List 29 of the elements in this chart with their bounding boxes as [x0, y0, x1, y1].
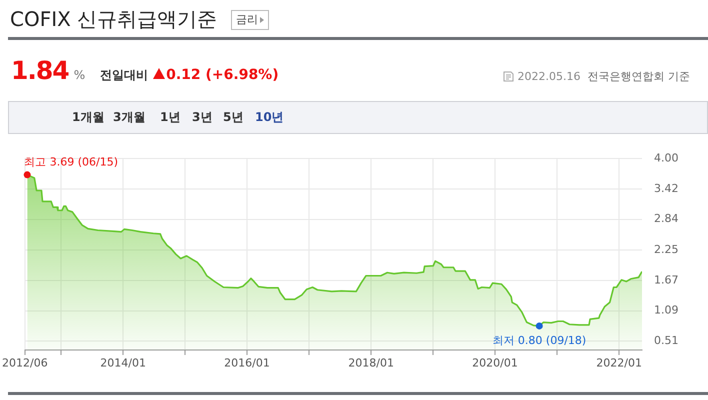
y-tick-label: 0.51	[654, 334, 678, 347]
x-tick-label: 2012/06	[2, 356, 48, 370]
annotation: 최고 3.69 (06/15)	[24, 156, 118, 169]
y-tick-label: 1.09	[654, 304, 678, 317]
text: 2022.05.16	[518, 70, 580, 83]
text: 1개월	[72, 109, 104, 126]
x-tick-label: 2014/01	[100, 356, 146, 370]
text: 3개월	[113, 109, 146, 126]
annotation: 최저 0.80 (09/18)	[492, 334, 586, 347]
text: 전일대비	[100, 67, 148, 84]
y-tick-label: 2.84	[654, 212, 678, 226]
text: 1.84	[11, 56, 69, 85]
text: %	[74, 68, 86, 82]
x-tick-label: 2020/01	[472, 356, 518, 370]
x-tick-label: 2016/01	[224, 356, 270, 370]
x-tick-label: 2018/01	[348, 356, 394, 370]
text: 3년	[192, 109, 212, 126]
text: 전국은행연합회 기준	[588, 69, 690, 84]
y-tick-label: 4.00	[654, 151, 678, 164]
text: 10년	[255, 109, 284, 126]
text: 5년	[223, 109, 244, 126]
text: 금리	[236, 12, 258, 28]
x-tick-label: 2022/01	[596, 356, 642, 370]
y-tick-label: 2.25	[654, 242, 678, 256]
y-tick-label: 1.67	[654, 273, 678, 286]
text: 1년	[160, 109, 180, 126]
text: 0.12 (+6.98%)	[166, 67, 279, 83]
y-tick-label: 3.42	[654, 182, 678, 195]
chart-title: COFIX 신규취급액기준	[10, 6, 218, 33]
